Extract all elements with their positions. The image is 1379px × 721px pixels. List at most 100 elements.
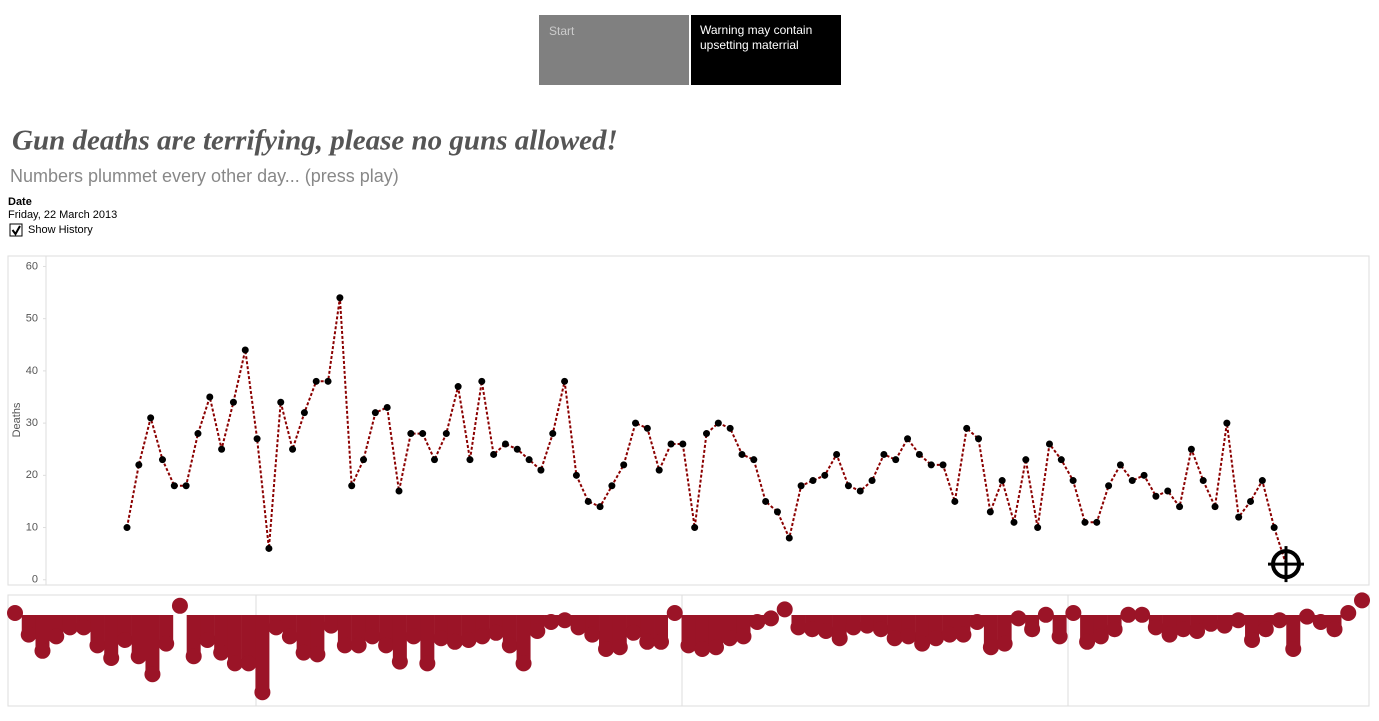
point [442,430,450,438]
strip-dot [488,624,505,641]
plot-frame [7,255,1370,586]
point [206,393,214,401]
point [821,471,829,479]
point [478,377,486,385]
point [868,477,876,485]
point [549,430,557,438]
strip-dot [598,641,615,657]
point [596,503,604,511]
strip-dot [1312,614,1329,630]
point [1223,419,1231,427]
point [738,450,746,458]
point [123,524,131,532]
strip-dot [116,632,133,648]
point [809,477,817,485]
strip-dot [804,621,821,638]
point [1152,492,1160,500]
point [147,414,155,422]
warning-wrap: Warning may contain upsetting materrial [700,23,813,52]
point [1069,477,1077,485]
point [1211,503,1219,511]
strip-dot [625,624,642,641]
point [856,487,864,495]
strip-dot [1257,621,1274,638]
point [241,346,249,354]
point [1057,456,1065,464]
strip-bar [1286,615,1301,649]
warning-button[interactable] [691,15,841,85]
point [608,482,616,490]
strip-dot [1202,615,1219,632]
strip-dot [1024,621,1041,638]
point [975,435,983,443]
strip-bar [392,615,407,662]
strip-bar [214,615,229,653]
strip-dot [1230,612,1247,629]
strip-dot [653,633,670,650]
point [714,419,722,427]
point [383,403,391,411]
point [880,450,888,458]
strip-dot [1216,617,1233,634]
point [1034,524,1042,532]
strip-bar [131,615,146,657]
checkbox-label[interactable]: Show History [28,224,93,236]
point [419,430,427,438]
point [667,440,675,448]
strip-dot [1037,606,1054,623]
strip-bar [612,615,627,648]
strip-dot [1285,641,1302,657]
strip-dot [639,633,656,650]
strip-dot [130,648,147,665]
strip-frame [7,594,1370,707]
strip-dot [240,655,257,672]
start-button[interactable] [539,15,689,85]
strip-dot [309,646,326,663]
strip-bar [708,615,723,648]
strip-bar [241,615,256,664]
point [336,294,344,302]
y-tick-label: 50 [26,313,38,325]
strip-bar [983,615,998,648]
subtitle: Numbers plummet every other day... (pres… [10,166,399,186]
point [1140,471,1148,479]
strip-dot [213,644,230,661]
warning-label[interactable]: Warning may contain upsetting materrial [700,23,813,52]
strip-dot [1271,612,1288,629]
point [703,430,710,438]
strip-dot [75,619,92,636]
strip-bar [599,615,614,649]
strip-dot [171,597,188,614]
strip-dot [7,605,23,621]
strip-bar [145,615,160,675]
strip-dot [749,614,766,630]
point [892,456,900,464]
point [643,424,651,432]
strip-dot [34,642,51,659]
strip-dot [1010,610,1027,627]
strip-dot [996,635,1013,652]
point [1022,456,1030,464]
point [1176,503,1184,511]
point [951,497,959,505]
point [1045,440,1053,448]
point [1199,477,1207,485]
strip-dot [1189,623,1206,639]
title: Gun deaths are terrifying, please no gun… [12,125,618,157]
strip-dot [391,653,408,670]
strip-dot [323,617,340,634]
strip-bar [695,615,710,649]
point [620,461,628,469]
point [537,466,545,474]
strip-dot [144,666,161,683]
point [797,482,805,490]
strip-dot [158,635,175,652]
y-tick-label: 0 [32,574,38,586]
point [1235,513,1243,521]
strip-dot [666,605,683,621]
point [182,482,190,490]
start-label[interactable]: Start [549,24,575,38]
strip-dot [694,641,711,657]
strip-dot [570,619,587,636]
